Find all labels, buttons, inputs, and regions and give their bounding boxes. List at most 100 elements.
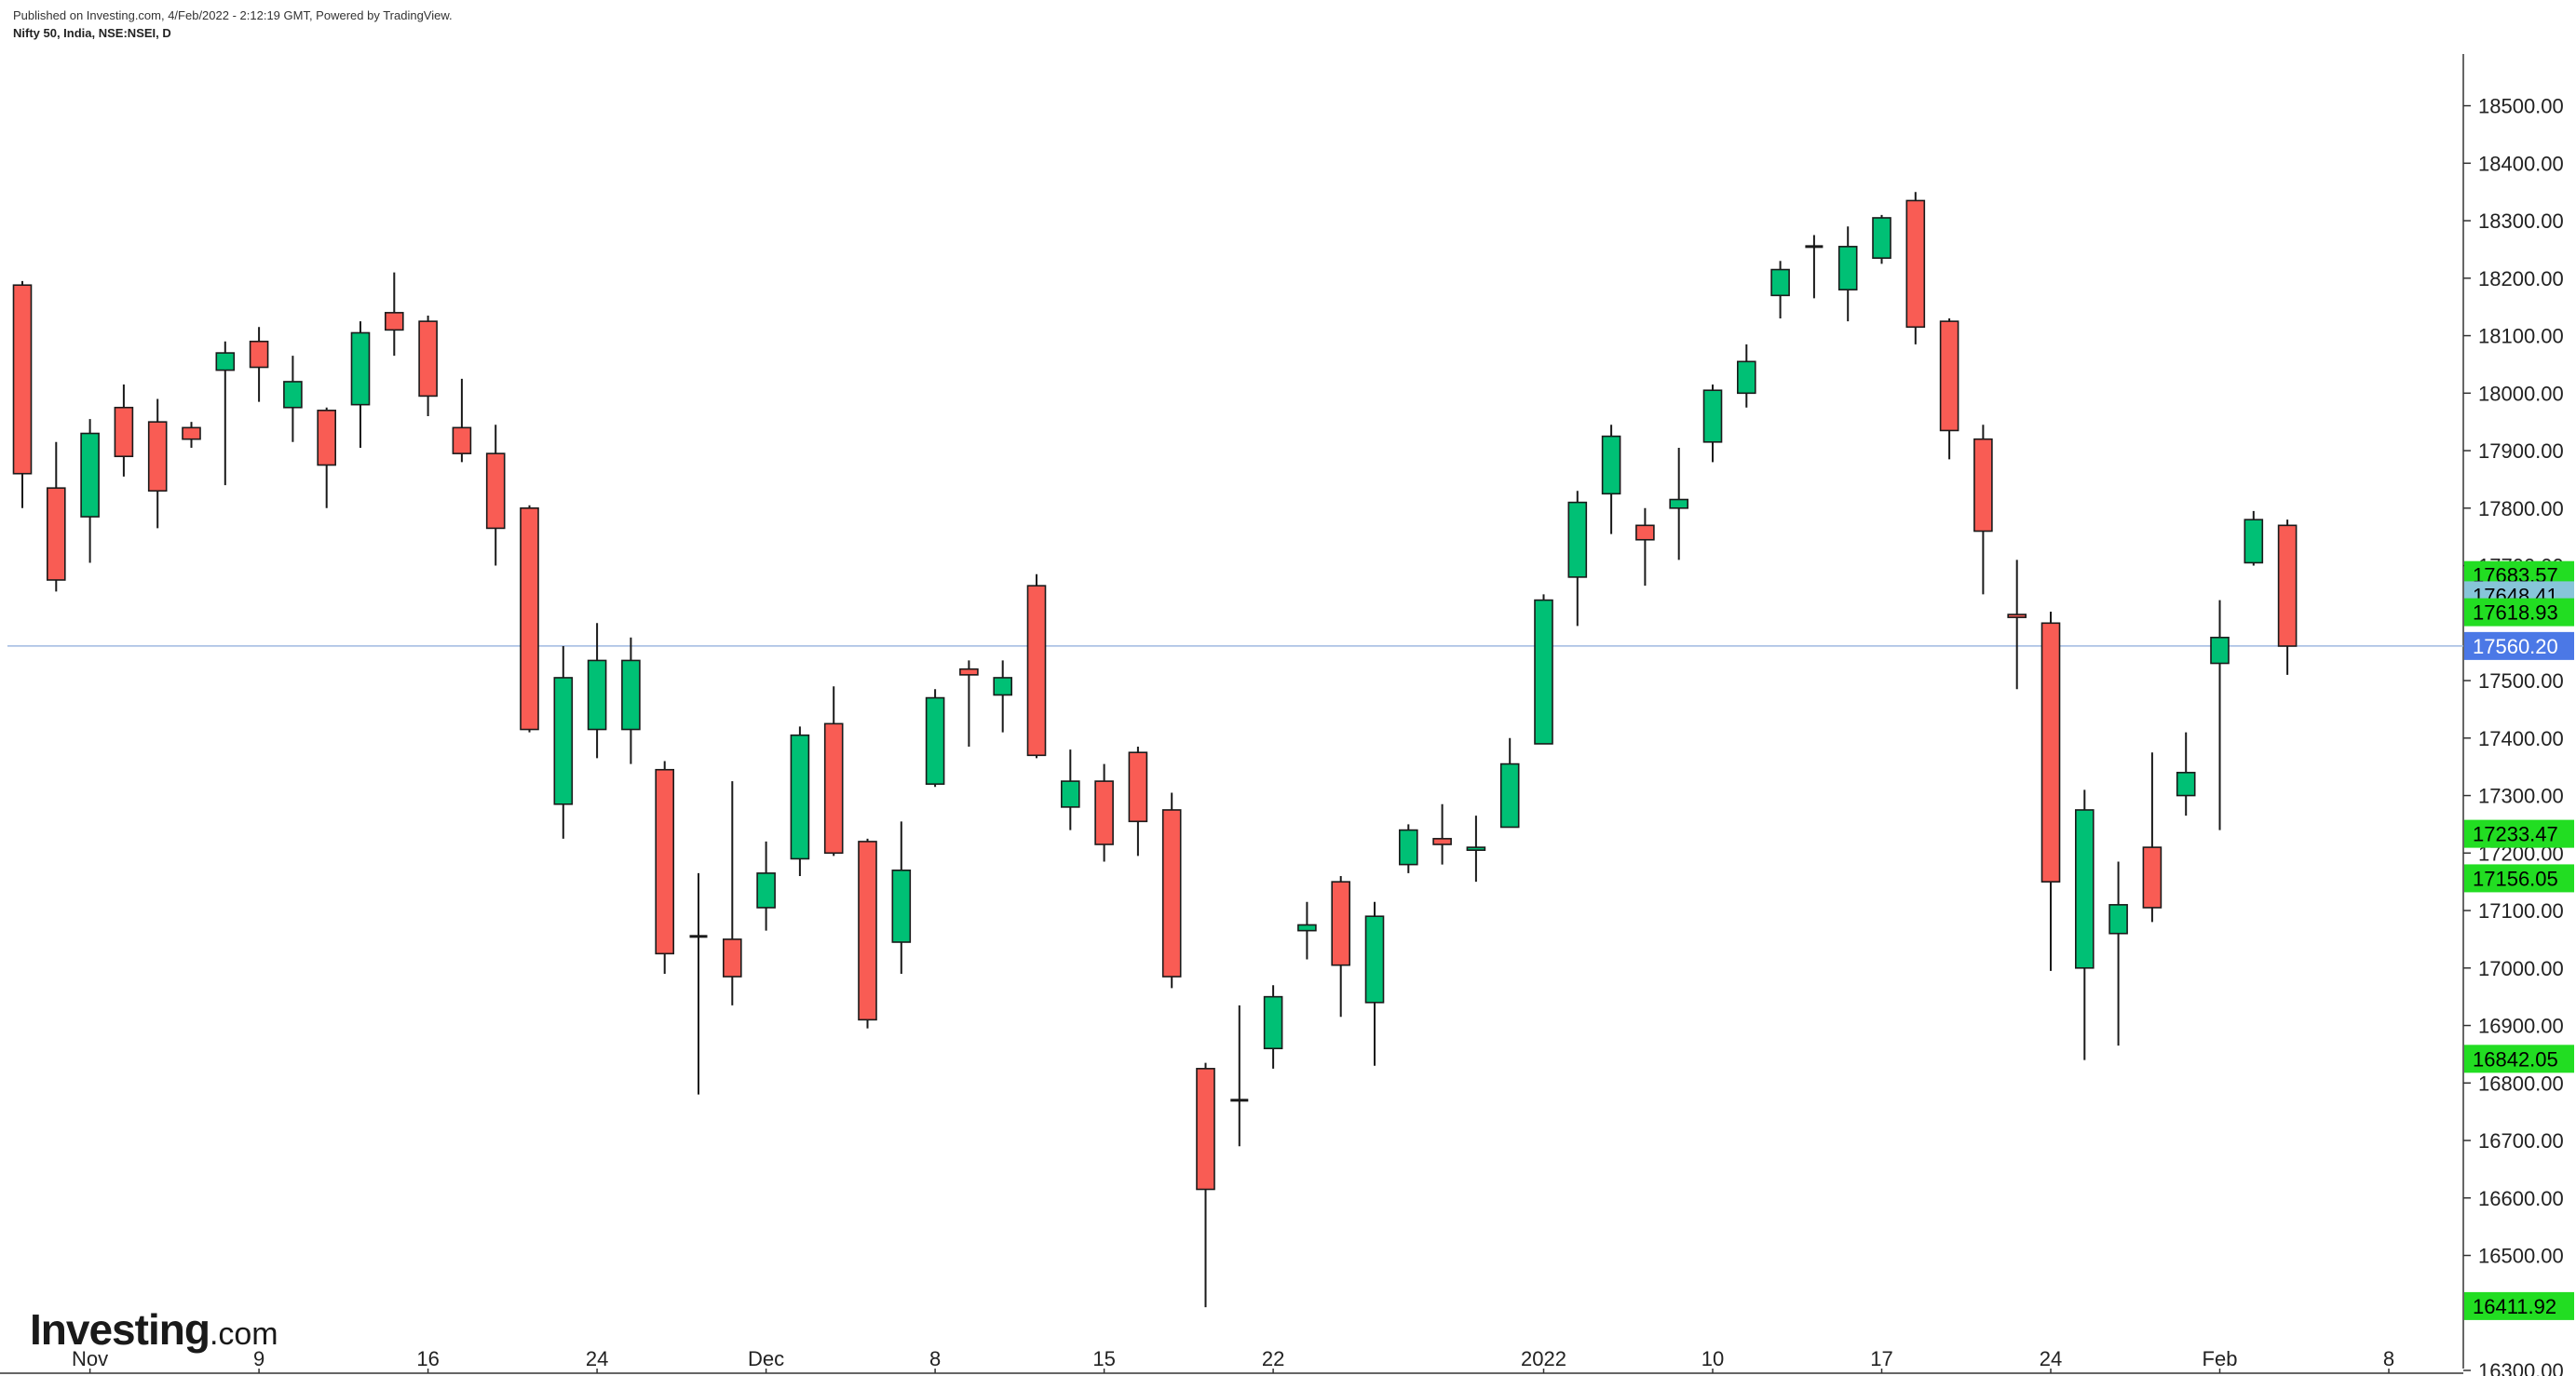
candle[interactable] <box>1026 573 1047 759</box>
candle[interactable] <box>12 280 33 508</box>
candle[interactable] <box>249 327 269 402</box>
candle[interactable] <box>655 761 675 974</box>
candle[interactable] <box>1534 594 1553 745</box>
candle[interactable] <box>2210 600 2230 830</box>
time-axis[interactable]: Nov 9 16 24 Dec 8 15 22 2022 10 17 24 Feb 8 <box>72 1347 2394 1373</box>
candle-body <box>2142 846 2162 909</box>
candle[interactable] <box>2040 611 2061 971</box>
candle[interactable] <box>790 726 810 876</box>
candle[interactable] <box>1905 192 1926 344</box>
candle[interactable] <box>147 398 168 529</box>
candle-body <box>520 506 539 731</box>
candle[interactable] <box>1939 318 1959 460</box>
candle[interactable] <box>1196 1062 1215 1308</box>
x-tick-label: 17 <box>1870 1347 1892 1370</box>
candle[interactable] <box>2108 861 2128 1046</box>
candle[interactable] <box>1872 214 1891 264</box>
candle[interactable] <box>520 505 539 733</box>
candle[interactable] <box>722 781 742 1005</box>
candle-body <box>1128 751 1148 823</box>
candle[interactable] <box>2007 560 2027 690</box>
candle[interactable] <box>1297 901 1317 960</box>
price-tag-bg <box>2464 598 2574 627</box>
candle-body <box>1973 438 1993 533</box>
candle[interactable] <box>418 315 438 417</box>
candle[interactable] <box>959 660 979 748</box>
candle[interactable] <box>891 821 912 974</box>
candle-body <box>553 677 574 805</box>
candle[interactable] <box>1837 226 1858 322</box>
candle[interactable] <box>1770 261 1790 319</box>
plot-area[interactable] <box>0 54 2464 1374</box>
candle-body <box>655 768 675 955</box>
y-tick-label: 18200.00 <box>2478 267 2564 290</box>
candle[interactable] <box>1805 235 1824 299</box>
candle[interactable] <box>1635 507 1655 587</box>
candle[interactable] <box>1466 816 1486 883</box>
candle[interactable] <box>1399 824 1418 873</box>
candle[interactable] <box>925 689 945 788</box>
candle[interactable] <box>1364 901 1385 1066</box>
candle[interactable] <box>1567 491 1588 627</box>
candle[interactable] <box>114 384 134 477</box>
candle[interactable] <box>1161 792 1182 989</box>
candle[interactable] <box>1669 447 1688 560</box>
candle[interactable] <box>621 637 641 764</box>
price-tag: 17618.93 <box>2464 598 2574 627</box>
candle[interactable] <box>756 841 776 931</box>
candle-body <box>621 659 641 731</box>
x-tick-label: 8 <box>2383 1347 2394 1370</box>
candle-body <box>1364 915 1385 1004</box>
candle[interactable] <box>689 872 708 1095</box>
candle[interactable] <box>384 272 404 357</box>
candle[interactable] <box>2277 519 2298 675</box>
candle-doji <box>689 935 708 938</box>
price-tag: 16842.05 <box>2464 1045 2574 1073</box>
candle[interactable] <box>823 686 844 857</box>
candle[interactable] <box>1702 384 1723 463</box>
candle[interactable] <box>80 419 100 563</box>
candle[interactable] <box>283 356 303 442</box>
candle-doji <box>1230 1099 1249 1102</box>
candle[interactable] <box>858 838 877 1029</box>
candle[interactable] <box>1601 425 1621 534</box>
candle-body <box>114 406 134 458</box>
candle-body <box>959 668 979 676</box>
candle-body <box>1601 435 1621 495</box>
candle[interactable] <box>1061 749 1080 830</box>
candle-body <box>1263 995 1283 1050</box>
candle[interactable] <box>2142 752 2162 923</box>
candle[interactable] <box>1331 875 1350 1018</box>
candle-body <box>858 841 877 1021</box>
candle-body <box>2210 636 2230 665</box>
candle[interactable] <box>587 623 607 759</box>
candle[interactable] <box>182 422 201 448</box>
candle[interactable] <box>1094 763 1114 862</box>
y-tick-label: 17500.00 <box>2478 669 2564 693</box>
candle[interactable] <box>2075 789 2095 1060</box>
candle[interactable] <box>1499 737 1520 829</box>
candle[interactable] <box>1263 985 1283 1069</box>
candle[interactable] <box>2176 732 2196 816</box>
y-tick-label: 17800.00 <box>2478 497 2564 520</box>
candle[interactable] <box>317 407 337 508</box>
candle[interactable] <box>215 341 236 486</box>
candle[interactable] <box>1128 747 1148 857</box>
candle[interactable] <box>993 660 1012 733</box>
candle[interactable] <box>1432 803 1452 865</box>
candle[interactable] <box>350 321 371 448</box>
candle-body <box>1297 924 1317 932</box>
candle[interactable] <box>553 645 574 839</box>
candle[interactable] <box>1230 1005 1249 1147</box>
candle-body <box>1432 838 1452 845</box>
price-axis[interactable]: 16300.00 16500.00 16600.00 16700.00 16800.00… <box>2463 95 2564 1376</box>
candle[interactable] <box>2244 510 2264 566</box>
candle[interactable] <box>46 441 66 592</box>
candle[interactable] <box>485 425 506 566</box>
candle[interactable] <box>1973 425 1993 595</box>
candle[interactable] <box>1737 344 1756 408</box>
candle-body <box>2277 524 2298 647</box>
candle-body <box>1939 320 1959 432</box>
candle[interactable] <box>452 378 472 463</box>
